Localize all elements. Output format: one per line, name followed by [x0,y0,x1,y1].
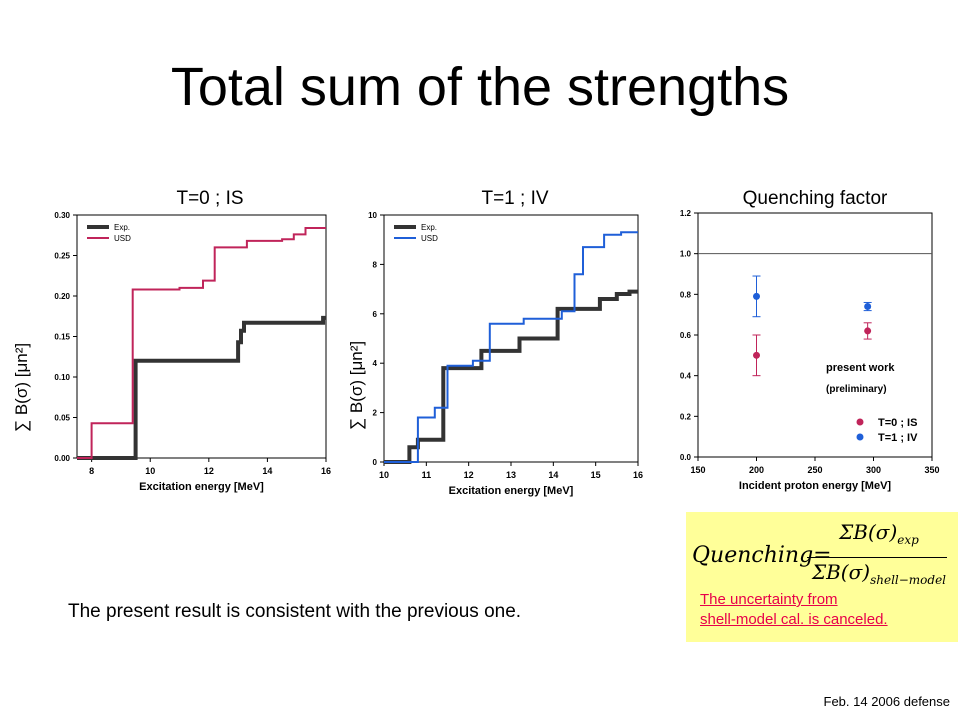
x-tick-label-iv: 10 [379,470,389,480]
x-tick-label-is: 8 [89,466,94,476]
y-tick-label-is: 0.25 [54,252,70,261]
y-tick-label-iv: 0 [373,458,378,467]
x-tick-label-iv: 12 [464,470,474,480]
x-tick-label-is: 14 [262,466,272,476]
x-tick-label-iv: 13 [506,470,516,480]
legend-label-iv: USD [421,234,438,243]
annotation-preliminary: (preliminary) [826,384,887,395]
formula-den-text: ΣB(σ) [811,560,871,584]
slide-title: Total sum of the strengths [170,57,790,117]
charts-canvas: 0.000.050.100.150.200.250.308 10 12 14 16Exc… [54,209,939,497]
conclusion-note: The present result is consistent with th… [68,601,522,622]
plot-frame-is [76,214,327,459]
data-point-is [753,351,760,359]
y-tick-label-is: 0.20 [54,292,70,301]
formula-num-text: ΣB(σ) [839,520,898,544]
panel-title-is: T=0 ; IS [176,188,244,209]
uncertainty-note: The uncertainty from shell-model cal. is… [700,590,888,630]
y-tick-label-quench: 0.6 [680,331,692,340]
y-tick-label-is: 0.30 [54,211,70,220]
x-tick-label-quench: 200 [749,465,764,475]
legend-label-is: Exp. [114,223,130,232]
x-tick-label-quench: 250 [807,465,822,475]
formula-den-sub: shell−model [870,573,947,587]
x-tick-label-quench: 300 [866,465,881,475]
quenching-box: Quenching= ΣB(σ)exp ΣB(σ)shell−model The… [686,512,958,642]
legend-label-iv: Exp. [421,223,437,232]
x-tick-label-is: 16 [321,466,331,476]
formula-numerator: ΣB(σ)exp [804,520,954,547]
y-tick-label-iv: 10 [368,211,377,220]
series-line-iv-usd [384,231,638,463]
formula-lhs: Quenching= [692,543,832,568]
legend-label-quench: T=0 ; IS [878,417,917,429]
footer-date: Feb. 14 2006 defense [823,694,951,709]
uncertainty-line-1: The uncertainty from [700,591,838,608]
y-tick-label-quench: 0.4 [680,372,692,381]
y-tick-label-quench: 0.0 [680,453,692,462]
y-tick-label-iv: 4 [373,359,378,368]
legend-marker-quench [856,433,864,441]
plot-frame-iv [383,214,639,463]
x-tick-label-quench: 150 [690,465,705,475]
data-point-iv [753,292,760,300]
x-tick-label-iv: 14 [548,470,558,480]
panel-title-quench: Quenching factor [742,188,888,209]
data-point-iv [864,303,872,311]
quenching-formula: Quenching= ΣB(σ)exp ΣB(σ)shell−model [692,518,954,598]
legend-label-is: USD [114,234,131,243]
x-axis-label-quench: Incident proton energy [MeV] [739,480,892,492]
x-axis-label-is: Excitation energy [MeV] [139,481,264,493]
y-tick-label-is: 0.05 [54,414,70,423]
x-axis-label-iv: Excitation energy [MeV] [449,485,574,497]
formula-denominator: ΣB(σ)shell−model [804,560,954,587]
series-line-iv-exp [384,289,638,464]
uncertainty-line-2: shell-model cal. is canceled. [700,611,888,628]
annotation-present-work: present work [826,362,895,374]
x-tick-label-iv: 11 [422,470,432,480]
y-tick-label-is: 0.15 [54,333,70,342]
series-line-is-usd [77,227,326,459]
x-tick-label-iv: 16 [633,470,643,480]
legend-marker-quench [856,418,864,426]
y-tick-label-quench: 1.2 [680,209,692,218]
y-tick-label-iv: 2 [373,409,378,418]
series-line-is-exp [77,315,326,460]
y-tick-label-is: 0.10 [54,373,70,382]
formula-fraction-bar [807,557,947,558]
panel-title-iv: T=1 ; IV [481,188,549,209]
legend-label-quench: T=1 ; IV [878,432,918,444]
y-tick-label-quench: 0.2 [680,412,692,421]
y-tick-label-iv: 6 [373,310,378,319]
x-tick-label-is: 12 [204,466,214,476]
formula-num-sub: exp [897,533,919,547]
x-tick-label-quench: 350 [924,465,939,475]
y-tick-label-quench: 1.0 [680,250,692,259]
y-tick-label-is: 0.00 [54,454,70,463]
x-tick-label-iv: 15 [591,470,601,480]
data-point-is [864,327,872,335]
y-tick-label-quench: 0.8 [680,290,692,299]
y-tick-label-iv: 8 [373,260,378,269]
x-tick-label-is: 10 [145,466,155,476]
